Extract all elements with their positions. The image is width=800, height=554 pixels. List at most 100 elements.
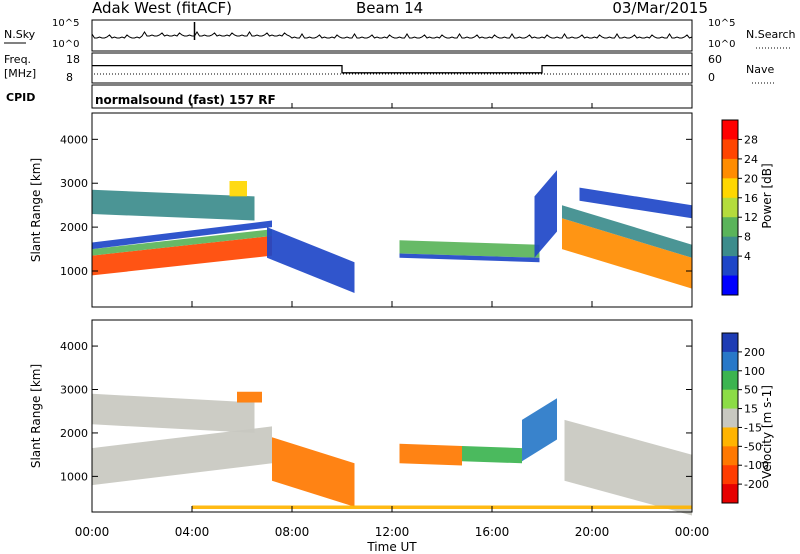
colorbar-tick-label: -100	[744, 459, 769, 472]
date-title: 03/Mar/2015	[612, 0, 708, 17]
colorbar-segment	[722, 484, 738, 504]
time-tick-label: 00:00	[75, 525, 110, 539]
time-tick-label: 12:00	[375, 525, 410, 539]
freq-step-line	[92, 64, 692, 74]
colorbar-segment	[722, 158, 738, 179]
nsky-label: N.Sky	[4, 28, 36, 41]
scatter-region	[562, 218, 692, 289]
time-tick-label: 16:00	[475, 525, 510, 539]
cpid-text: normalsound (fast) 157 RF	[95, 93, 276, 107]
colorbar-segment	[722, 370, 738, 391]
power-panel: 1000 2000 3000 4000 Slant Range [km]	[29, 112, 693, 308]
colorbar-tick-label: 4	[744, 250, 751, 263]
freq-tick-top: 18	[66, 53, 80, 66]
range-tick-label: 1000	[60, 265, 88, 278]
velocity-ylabel: Slant Range [km]	[29, 364, 43, 468]
beam-title: Beam 14	[356, 0, 423, 17]
station-title: Adak West (fitACF)	[92, 0, 232, 17]
nsky-trace	[91, 22, 693, 40]
scatter-region	[229, 181, 247, 197]
nsky-trace-line	[91, 31, 693, 40]
cpid-label: CPID	[6, 91, 35, 104]
time-axis: 00:00 04:00 08:00 12:00 16:00 20:00 00:00	[75, 103, 710, 539]
power-y-ticks: 1000 2000 3000 4000	[60, 133, 692, 278]
colorbar-tick-label: 28	[744, 133, 758, 146]
scatter-region	[399, 443, 462, 466]
freq-label-line1: Freq.	[4, 53, 31, 66]
scatter-region	[579, 187, 692, 219]
colorbar-tick-label: 24	[744, 153, 758, 166]
colorbar-segment	[722, 236, 738, 257]
nave-label: Nave	[746, 63, 774, 76]
colorbar-segment	[722, 408, 738, 428]
scatter-region	[267, 227, 355, 293]
colorbar-tick-label: -50	[744, 440, 762, 453]
freq-panel: Freq. [MHz] 18 8 60 0 Nave	[4, 52, 774, 84]
power-data-layer	[92, 170, 692, 293]
colorbar-segment	[722, 446, 738, 466]
scatter-region	[92, 229, 272, 256]
colorbar-tick-label: 16	[744, 192, 758, 205]
range-tick-label: 4000	[60, 133, 88, 146]
colorbar-tick-label: -200	[744, 478, 769, 491]
colorbar-tick-label: 20	[744, 172, 758, 185]
range-tick-label: 4000	[60, 340, 88, 353]
time-tick-label: 20:00	[575, 525, 610, 539]
colorbar-segment	[722, 389, 738, 410]
colorbar-tick-label: 200	[744, 346, 765, 359]
scatter-region	[534, 170, 557, 258]
colorbar-segment	[722, 256, 738, 277]
velocity-colorbar-label: Velocity [m s-1]	[760, 385, 774, 479]
colorbar-segment	[722, 275, 738, 296]
scatter-region	[92, 189, 255, 221]
colorbar-tick-label: 15	[744, 403, 758, 416]
colorbar-segment	[722, 427, 738, 447]
scatter-region	[192, 505, 692, 509]
colorbar-frame	[721, 119, 739, 296]
time-tick-label: 04:00	[175, 525, 210, 539]
colorbar-segment	[722, 197, 738, 218]
colorbar-segment	[722, 333, 738, 353]
freq-frame	[91, 52, 693, 84]
colorbar-tick-label: 12	[744, 211, 758, 224]
colorbar-segment	[722, 351, 738, 372]
nsearch-label: N.Search	[746, 28, 796, 41]
scatter-region	[399, 253, 540, 263]
nave-tick-top: 60	[708, 53, 722, 66]
scatter-region	[92, 393, 255, 433]
colorbar-tick-label: 50	[744, 384, 758, 397]
nave-tick-bottom: 0	[708, 71, 715, 84]
scatter-region	[462, 446, 522, 464]
colorbar-tick-label: -15	[744, 421, 762, 434]
nsky-panel: N.Sky 10^5 10^0 10^5 10^0 N.Search	[4, 18, 796, 52]
colorbar-tick-label: 100	[744, 365, 765, 378]
range-tick-label: 1000	[60, 470, 88, 483]
range-tick-label: 2000	[60, 221, 88, 234]
nsky-tick-top: 10^5	[52, 18, 79, 29]
scatter-region	[272, 437, 355, 507]
power-colorbar-label: Power [dB]	[760, 163, 774, 228]
colorbar-frame	[721, 332, 739, 504]
scatter-region	[522, 398, 557, 462]
colorbar-segment	[722, 178, 738, 199]
freq-label-line2: [MHz]	[4, 67, 36, 80]
nsky-tick-bottom: 10^0	[52, 39, 79, 50]
velocity-y-ticks: 1000 2000 3000 4000	[60, 340, 692, 483]
time-tick-label: 00:00	[675, 525, 710, 539]
nsearch-tick-bottom: 10^0	[708, 39, 735, 50]
time-axis-label: Time UT	[366, 540, 417, 554]
range-tick-label: 2000	[60, 427, 88, 440]
velocity-colorbar: 200 100 50 15 -15 -50 -100 -200	[721, 332, 769, 504]
scatter-region	[92, 235, 272, 276]
cpid-panel: CPID normalsound (fast) 157 RF	[6, 84, 693, 109]
colorbar-segment	[722, 217, 738, 238]
scatter-region	[399, 240, 540, 258]
power-ylabel: Slant Range [km]	[29, 158, 43, 262]
scatter-region	[92, 220, 272, 250]
colorbar-segment	[722, 465, 738, 485]
scatter-region	[562, 205, 692, 258]
velocity-panel: 1000 2000 3000 4000 Slant Range [km]	[29, 319, 693, 516]
time-tick-label: 08:00	[275, 525, 310, 539]
power-colorbar: 28 24 20 16 12 8 4	[721, 119, 758, 296]
